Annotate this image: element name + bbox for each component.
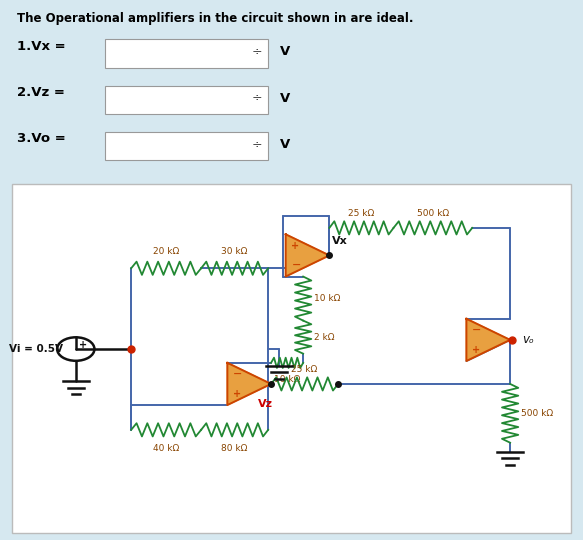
Text: 500 kΩ: 500 kΩ (521, 409, 553, 418)
Text: 25 kΩ: 25 kΩ (292, 364, 318, 374)
Text: 80 kΩ: 80 kΩ (222, 444, 248, 453)
Text: +: + (79, 340, 87, 349)
Text: −: − (472, 325, 482, 335)
Text: Vx: Vx (332, 236, 348, 246)
FancyBboxPatch shape (105, 85, 268, 114)
Text: vₒ: vₒ (522, 333, 533, 346)
FancyBboxPatch shape (12, 184, 571, 532)
Text: V: V (280, 91, 290, 105)
Text: 2.Vz =: 2.Vz = (17, 86, 65, 99)
Text: 3.Vo =: 3.Vo = (17, 132, 66, 145)
Text: 2 kΩ: 2 kΩ (314, 333, 334, 342)
Text: The Operational amplifiers in the circuit shown in are ideal.: The Operational amplifiers in the circui… (17, 12, 414, 25)
Text: 25 kΩ: 25 kΩ (348, 208, 375, 218)
Text: ÷: ÷ (251, 138, 262, 151)
Text: +: + (233, 389, 241, 399)
Text: ÷: ÷ (251, 91, 262, 105)
Text: ÷: ÷ (251, 45, 262, 58)
Text: +: + (292, 241, 300, 251)
Text: V: V (280, 138, 290, 151)
Polygon shape (227, 363, 271, 405)
Text: 1.Vx =: 1.Vx = (17, 40, 66, 53)
Text: −: − (292, 260, 301, 270)
Text: −: − (233, 369, 243, 379)
Text: 40 kΩ: 40 kΩ (153, 444, 180, 453)
FancyBboxPatch shape (105, 132, 268, 160)
Text: 10 kΩ: 10 kΩ (274, 375, 300, 383)
Polygon shape (286, 234, 329, 276)
Text: +: + (472, 345, 480, 355)
Text: Vi = 0.5V: Vi = 0.5V (9, 344, 63, 354)
Text: 500 kΩ: 500 kΩ (417, 208, 449, 218)
Text: 10 kΩ: 10 kΩ (314, 294, 340, 303)
Text: Vz: Vz (258, 399, 273, 409)
Polygon shape (466, 319, 510, 361)
Text: 30 kΩ: 30 kΩ (222, 247, 248, 256)
FancyBboxPatch shape (105, 39, 268, 68)
Text: 20 kΩ: 20 kΩ (153, 247, 180, 256)
Text: V: V (280, 45, 290, 58)
